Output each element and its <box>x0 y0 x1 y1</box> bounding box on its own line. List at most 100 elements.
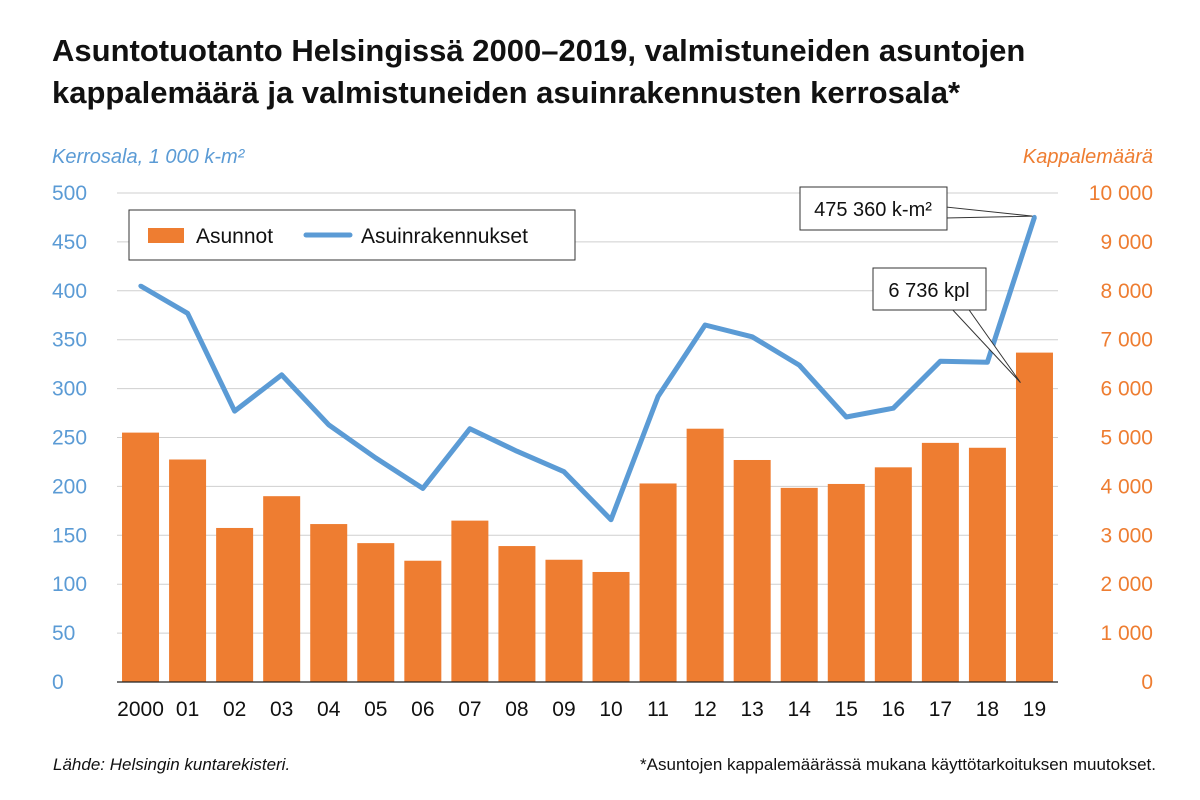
legend-label: Asunnot <box>196 225 273 248</box>
x-tick-label: 02 <box>223 698 246 721</box>
x-tick-label: 13 <box>740 698 763 721</box>
bar-09 <box>545 559 583 682</box>
bar-10 <box>592 571 630 682</box>
bar-16 <box>874 467 912 682</box>
right-tick-label: 3 000 <box>1100 524 1153 547</box>
bar-2000 <box>122 432 160 682</box>
line-point-03 <box>279 372 284 378</box>
left-tick-label: 450 <box>52 231 87 254</box>
x-tick-label: 04 <box>317 698 341 721</box>
right-tick-label: 7 000 <box>1100 329 1153 352</box>
bar-12 <box>686 428 724 682</box>
footnote: *Asuntojen kappalemäärässä mukana käyttö… <box>640 755 1156 774</box>
x-tick-label: 15 <box>835 698 858 721</box>
line-point-2000 <box>138 283 143 289</box>
line-point-09 <box>561 469 567 474</box>
left-tick-label: 50 <box>52 622 75 645</box>
right-tick-label: 9 000 <box>1100 231 1153 254</box>
legend-swatch-bar <box>148 228 184 243</box>
callout-pointer <box>948 306 1021 383</box>
left-tick-label: 500 <box>52 182 87 205</box>
right-tick-label: 6 000 <box>1100 378 1153 401</box>
callout-box <box>799 186 948 231</box>
x-tick-label: 19 <box>1023 698 1046 721</box>
bar-03 <box>263 496 301 682</box>
bar-05 <box>357 543 395 682</box>
right-tick-label: 2 000 <box>1100 573 1153 596</box>
bar-11 <box>639 483 677 682</box>
left-axis-title: Kerrosala, 1 000 k-m² <box>52 146 246 168</box>
bar-02 <box>216 527 254 682</box>
callout-bar-label: 6 736 kpl <box>888 280 969 302</box>
right-tick-label: 0 <box>1141 671 1153 694</box>
callout-line-label: 475 360 k-m² <box>814 199 932 221</box>
callout-box <box>872 267 987 311</box>
source-note: Lähde: Helsingin kuntarekisteri. <box>53 755 291 774</box>
x-tick-label: 06 <box>411 698 434 721</box>
x-tick-label: 11 <box>647 698 669 721</box>
x-tick-label: 01 <box>176 698 199 721</box>
left-tick-label: 0 <box>52 671 64 694</box>
right-tick-label: 8 000 <box>1100 280 1153 303</box>
right-tick-label: 5 000 <box>1100 427 1153 450</box>
right-axis-title: Kappalemäärä <box>1023 146 1153 168</box>
right-tick-label: 4 000 <box>1100 475 1153 498</box>
left-tick-label: 250 <box>52 427 87 450</box>
left-tick-label: 350 <box>52 329 87 352</box>
x-tick-label: 09 <box>552 698 575 721</box>
x-tick-label: 14 <box>788 698 812 721</box>
line-series <box>138 214 1037 523</box>
x-tick-label: 03 <box>270 698 293 721</box>
bar-08 <box>498 546 536 682</box>
line-point-13 <box>749 334 755 339</box>
right-tick-label: 10 000 <box>1089 182 1153 205</box>
bar-01 <box>169 459 207 682</box>
left-tick-label: 300 <box>52 378 87 401</box>
line-point-02 <box>232 408 237 414</box>
callout-pointer <box>945 206 1033 219</box>
x-tick-label: 05 <box>364 698 387 721</box>
x-tick-label: 2000 <box>117 698 164 721</box>
bar-17 <box>921 442 959 682</box>
x-tick-label: 08 <box>505 698 528 721</box>
line-point-15 <box>844 414 849 420</box>
left-tick-label: 400 <box>52 280 87 303</box>
bar-15 <box>827 483 865 682</box>
left-tick-label: 150 <box>52 524 87 547</box>
bar-06 <box>404 560 442 682</box>
left-tick-label: 100 <box>52 573 87 596</box>
chart-title: Asuntotuotanto Helsingissä 2000–2019, va… <box>52 33 1026 110</box>
line-point-10 <box>608 517 614 522</box>
line-asuinrakennukset <box>139 216 1037 523</box>
line-point-19 <box>1032 214 1037 220</box>
line-point-06 <box>420 486 426 491</box>
annotations: 475 360 k-m² 6 736 kpl <box>799 186 1033 383</box>
line-point-11 <box>655 394 661 399</box>
bar-13 <box>733 459 771 682</box>
line-point-04 <box>326 422 331 427</box>
line-point-07 <box>467 426 473 431</box>
x-tick-label: 07 <box>458 698 481 721</box>
line-point-01 <box>185 311 190 316</box>
x-tick-label: 17 <box>929 698 952 721</box>
legend-label: Asuinrakennukset <box>361 225 528 248</box>
line-point-18 <box>985 359 990 365</box>
line-point-05 <box>373 455 378 461</box>
line-point-12 <box>702 322 708 328</box>
left-tick-label: 200 <box>52 475 87 498</box>
bar-14 <box>780 487 818 682</box>
line-point-08 <box>514 448 520 454</box>
legend: Asunnot Asuinrakennukset <box>128 209 576 261</box>
x-tick-label: 18 <box>976 698 999 721</box>
line-point-14 <box>797 362 802 368</box>
bar-04 <box>310 524 348 682</box>
bar-19 <box>1015 352 1053 682</box>
bar-18 <box>968 447 1006 682</box>
bars <box>122 352 1053 682</box>
x-tick-label: 10 <box>599 698 622 721</box>
line-point-17 <box>938 359 943 364</box>
x-tick-label: 12 <box>693 698 716 721</box>
right-tick-label: 1 000 <box>1100 622 1153 645</box>
